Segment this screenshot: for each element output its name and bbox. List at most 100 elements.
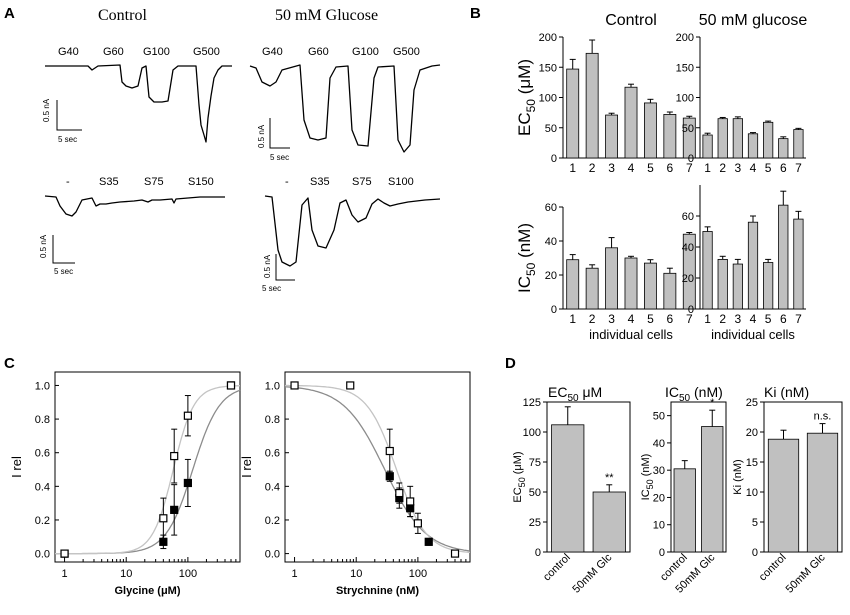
y-tick-label: 0	[688, 153, 694, 165]
point-open	[290, 381, 299, 390]
bar	[701, 426, 724, 553]
x-tick-label: 1	[61, 568, 67, 580]
bar	[585, 52, 599, 159]
y-tick-label: 5	[752, 517, 758, 529]
scale-bar-glucose-strychnine: 0.5 nA 5 sec	[262, 254, 295, 293]
chart-title: 50 mM glucose	[699, 12, 808, 29]
bar	[702, 134, 713, 159]
y-tick-label: 50	[545, 123, 557, 135]
chart-c-strychnine: 0.0 0.2 0.4 0.6 0.8 1.0 1 10 100 Strychnine (nM) I…	[239, 371, 471, 597]
x-tick-label: 10	[120, 568, 132, 580]
panel-label-d: D	[505, 355, 516, 372]
bar	[585, 267, 599, 310]
point-open	[159, 514, 168, 523]
x-tick-label: 2	[719, 312, 726, 326]
x-tick-label: 7	[686, 312, 693, 326]
label-g100-control: G100	[143, 46, 170, 58]
label-s75-glucose: S75	[352, 176, 372, 188]
label-g500-control: G500	[193, 46, 220, 58]
y-tick-label: 150	[676, 62, 694, 74]
y-tick-label: 100	[539, 93, 557, 105]
y-axis-label: IC50 (nM)	[640, 454, 655, 501]
y-axis-label: I rel	[239, 456, 254, 478]
y-tick-label: 0	[688, 304, 694, 316]
y-tick-label: 100	[676, 93, 694, 105]
point-open	[183, 411, 192, 420]
y-axis-label: EC50 (μM)	[515, 59, 538, 136]
trace-control-strychnine	[44, 195, 225, 217]
x-tick-label: 2	[589, 161, 596, 175]
y-axis-label-unit: (μM)	[515, 59, 534, 99]
y-tick-label: 0.6	[35, 448, 50, 460]
x-category-label: control	[757, 552, 789, 584]
x-tick-label: 4	[628, 161, 635, 175]
x-tick-label: 7	[795, 161, 802, 175]
bar	[806, 432, 839, 553]
y-tick-label: 0.8	[35, 414, 50, 426]
y-axis-label: IC50 (nM)	[515, 223, 538, 293]
y-tick-label: 0.0	[35, 549, 50, 561]
x-category-label: 50mM Glc	[570, 551, 614, 595]
scale-current-label-4: 0.5 nA	[263, 254, 272, 278]
y-tick-label: 0	[659, 547, 665, 559]
x-tick-label: 1	[704, 161, 711, 175]
label-s35-control: S35	[99, 176, 119, 188]
panel-a-control-title: Control	[98, 7, 147, 24]
x-tick-label: 7	[795, 312, 802, 326]
y-axis-label-sub: 50	[524, 262, 538, 276]
bar	[605, 247, 618, 310]
x-axis-label: individual cells	[711, 327, 795, 342]
bar	[778, 138, 789, 159]
x-category-label: control	[541, 552, 573, 584]
y-tick-label: 20	[545, 270, 557, 282]
y-tick-label: 10	[653, 520, 665, 532]
x-tick-label: 10	[350, 568, 362, 580]
bar	[566, 68, 580, 159]
x-tick-label: 5	[647, 312, 654, 326]
significance-marker: n.s.	[814, 411, 832, 423]
scale-time-label-2: 5 sec	[270, 153, 289, 162]
y-axis-label-main: EC	[512, 487, 524, 502]
panel-label-c: C	[4, 355, 15, 372]
point-filled	[183, 478, 192, 488]
bar	[663, 114, 677, 159]
x-tick-label: 3	[735, 312, 742, 326]
panel-label-a: A	[4, 5, 15, 22]
point-filled	[424, 537, 433, 546]
bar	[663, 272, 677, 310]
chart-c-glycine: 0.0 0.2 0.4 0.6 0.8 1.0 1 10 100 Glycine (μM) I re…	[9, 371, 241, 597]
x-tick-label: 3	[735, 161, 742, 175]
plot-frame	[763, 401, 843, 553]
bar	[644, 102, 657, 159]
label-g40-control: G40	[58, 46, 79, 58]
x-tick-label: 1	[291, 568, 297, 580]
y-tick-label: 0.0	[265, 549, 280, 561]
plot-frame	[670, 401, 727, 553]
y-tick-label: 150	[539, 62, 557, 74]
y-tick-label: 0	[752, 547, 758, 559]
y-tick-label: 100	[523, 427, 541, 439]
point-filled	[159, 537, 168, 546]
y-axis-label-main: EC	[515, 112, 534, 136]
scale-current-label: 0.5 nA	[42, 98, 51, 122]
panel-label-b: B	[470, 5, 481, 22]
x-tick-label: 7	[686, 161, 693, 175]
x-tick-label: 100	[409, 568, 427, 580]
bar	[793, 129, 804, 159]
y-tick-label: 60	[682, 211, 694, 223]
y-axis-label-unit: (nM)	[640, 454, 652, 480]
label-g40-glucose: G40	[262, 46, 283, 58]
d-ec50-title: EC50 μM	[548, 384, 602, 404]
x-tick-label: 2	[719, 161, 726, 175]
d-ki-title: Ki (nM)	[764, 384, 809, 400]
y-tick-label: 0.2	[35, 515, 50, 527]
bar	[702, 231, 713, 310]
plot-frame	[284, 371, 471, 563]
bar	[624, 86, 638, 159]
y-tick-label: 50	[529, 487, 541, 499]
x-tick-label: 3	[608, 312, 615, 326]
y-axis-label-unit: (nM)	[515, 223, 534, 263]
scale-current-label-2: 0.5 nA	[257, 124, 266, 148]
